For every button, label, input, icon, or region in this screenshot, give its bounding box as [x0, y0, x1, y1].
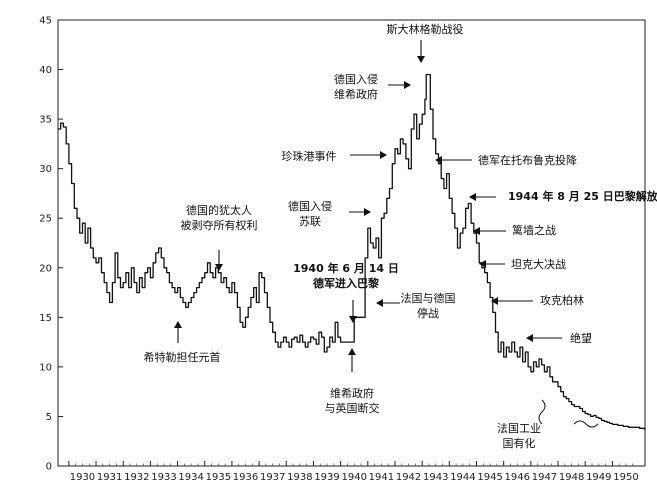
x-tick-label: 1949	[586, 472, 611, 483]
annotation-text: 法国与德国	[401, 291, 456, 305]
annotation-text: 德国入侵	[288, 199, 332, 213]
annotation-text: 希特勒担任元首	[144, 350, 221, 364]
annotation-text: 与英国断交	[325, 401, 380, 415]
annotation-despair: 绝望	[526, 331, 592, 345]
x-tick-label: 1935	[206, 472, 231, 483]
x-tick-label: 1950	[613, 472, 638, 483]
x-tick-label: 1946	[505, 472, 530, 483]
annotation-tobruk: 德军在托布鲁克投降	[435, 153, 577, 167]
axes	[57, 19, 646, 467]
annotation-stalingrad: 斯大林格勒战役	[387, 22, 464, 63]
annotation-text: 停战	[417, 306, 439, 320]
x-tick-label: 1948	[559, 472, 584, 483]
annotation-bulge: 篱墙之战	[473, 223, 556, 237]
x-tick-label: 1942	[396, 472, 421, 483]
annotation-text: 斯大林格勒战役	[387, 22, 464, 36]
y-tick-label: 30	[39, 164, 52, 175]
y-tick-label: 40	[39, 65, 52, 76]
plot-frame	[57, 19, 646, 467]
x-tick-label: 1947	[532, 472, 557, 483]
leader-curve	[573, 420, 599, 428]
annotation-text: 德国入侵	[334, 72, 378, 86]
y-tick-label: 45	[39, 16, 52, 27]
x-tick-label: 1937	[260, 472, 285, 483]
x-tick-label: 1940	[341, 472, 366, 483]
annotation-text: 绝望	[570, 331, 592, 345]
annotation-text: 维希政府	[330, 386, 374, 400]
annotation-text: 1940 年 6 月 14 日	[293, 261, 399, 275]
y-tick-label: 10	[39, 362, 52, 373]
x-tick-label: 1934	[178, 472, 203, 483]
y-tick-label: 15	[39, 313, 52, 324]
x-tick-label: 1944	[450, 472, 475, 483]
annotation-berlin: 攻克柏林	[491, 293, 584, 307]
y-axis-ticks: 0 5 10 15 20 25 30 35 40 45	[39, 16, 63, 473]
annotation-pearl-harbor: 珍珠港事件	[282, 149, 387, 163]
y-tick-label: 35	[39, 115, 52, 126]
x-tick-label: 1936	[233, 472, 258, 483]
x-tick-label: 1931	[97, 472, 122, 483]
annotation-text: 1944 年 8 月 25 日巴黎解放	[508, 189, 657, 203]
annotation-text: 德国的犹太人	[186, 203, 252, 217]
nationalization-leaders	[538, 399, 599, 428]
y-tick-label: 25	[39, 214, 52, 225]
annotation-text: 德军进入巴黎	[312, 276, 380, 290]
x-tick-label: 1933	[151, 472, 176, 483]
annotation-text: 攻克柏林	[540, 293, 584, 307]
x-tick-label: 1939	[314, 472, 339, 483]
annotation-text: 苏联	[299, 215, 321, 228]
x-tick-label: 1945	[477, 472, 502, 483]
annotation-tank-battle: 坦克大决战	[479, 257, 566, 271]
y-tick-label: 0	[46, 462, 52, 473]
annotation-paris-liberation: 1944 年 8 月 25 日巴黎解放	[469, 189, 657, 203]
annotation-text: 德军在托布鲁克投降	[478, 153, 577, 167]
annotation-text: 篱墙之战	[512, 223, 556, 237]
annotation-text: 珍珠港事件	[282, 149, 337, 163]
annotation-text: 坦克大决战	[511, 257, 566, 271]
x-tick-label: 1943	[423, 472, 448, 483]
y-tick-label: 5	[46, 412, 52, 423]
price-series-line	[58, 73, 646, 431]
annotation-text: 被剥夺所有权利	[181, 218, 258, 232]
y-tick-label: 20	[39, 263, 52, 274]
x-tick-label: 1938	[287, 472, 312, 483]
leader-curve	[538, 399, 546, 425]
annotation-text: 国有化	[503, 436, 536, 450]
x-tick-label: 1932	[124, 472, 149, 483]
x-tick-label: 1941	[369, 472, 394, 483]
annotation-hitler: 希特勒担任元首	[144, 321, 221, 364]
x-tick-label: 1930	[70, 472, 95, 483]
annotation-text: 法国工业	[497, 421, 541, 435]
annotation-text: 维希政府	[334, 87, 378, 101]
x-axis-ticks: 1930 1931 1932 1933 1934 1935 1936 1937 1938 1939…	[68, 461, 639, 483]
